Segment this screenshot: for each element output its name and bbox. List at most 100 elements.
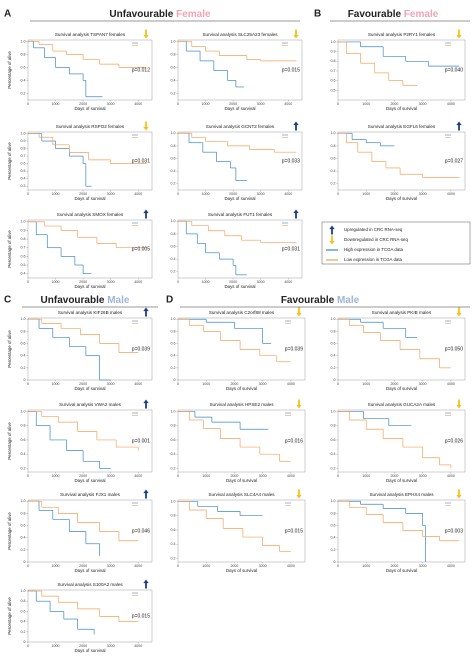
x-tick-label: 0 [27,644,29,648]
heading-sex: Female [404,9,439,20]
plot-frame [337,131,466,191]
y-tick-label: 1.0 [331,409,336,413]
panel-letter: C [4,295,11,306]
x-tick-label: 1000 [202,474,210,478]
plot-frame [337,409,466,473]
y-tick-label: 0.4 [21,272,26,276]
km-plot: 0 1000 2000 3000 4000 0 0.2 0.4 0.6 0.8 1.0 Surviva… [171,307,306,391]
x-tick-label: 0 [337,192,339,196]
km-plot: 0 1000 2000 3000 4000 0.4 0.5 0.6 0.7 0.8 0.9 1.0 Su… [7,209,153,289]
x-tick-label: 2000 [229,280,237,284]
x-tick-label: 1000 [52,382,60,386]
regulation-arrow [143,307,149,317]
y-tick-label: 0.9 [21,228,26,232]
x-tick-label: 4000 [134,280,142,284]
km-plot: 0 1000 2000 3000 4000 0 0.2 0.4 0.6 0.8 1.0 Surviva… [331,489,466,573]
y-tick-label: 0.4 [171,169,176,173]
plot-frame [177,409,306,473]
y-tick-label: 0.4 [21,620,26,624]
x-tick-label: 4000 [134,102,142,106]
regulation-arrow [143,579,149,589]
x-tick-label: 1000 [202,280,210,284]
y-tick-label: 0.5 [21,169,26,173]
x-tick-label: 1000 [52,644,60,648]
x-tick-label: 0 [337,102,339,106]
regulation-arrow [456,399,462,409]
p-value: p=0.040 [445,67,463,73]
y-tick-label: 0.8 [21,237,26,241]
p-value: p=0.031 [282,246,300,252]
y-tick-label: 1.0 [21,589,26,593]
x-tick-label: 4000 [447,564,455,568]
y-axis-label: Percentage of alive [7,330,12,368]
p-value: p=0.050 [445,346,463,352]
y-tick-label: 0.8 [171,52,176,56]
y-tick-label: 0.8 [21,511,26,515]
p-value: p=0.015 [282,67,300,73]
y-tick-label: 0.6 [21,438,26,442]
y-tick-label: 0.6 [21,254,26,258]
heading-main: Favourable [281,295,335,306]
x-tick-label: 0 [27,474,29,478]
legend-box [321,221,471,265]
p-value: p=0.016 [285,438,303,444]
x-tick-label: 1000 [362,564,370,568]
plot-frame [27,409,153,473]
x-tick-label: 0 [337,474,339,478]
y-tick-label: 0.6 [331,438,336,442]
km-plot: 0 1000 2000 3000 4000 0.2 0.4 0.6 0.8 1.0 Survival… [7,29,153,111]
km-plot: 0 1000 2000 3000 4000 0 0.2 0.4 0.6 0.8 1.0 Surviva… [7,489,153,573]
y-tick-label: 0.4 [21,78,26,82]
km-plot: 0 1000 2000 3000 4000 0.2 0.4 0.6 0.8 1.0 Survival… [331,121,466,201]
legend-text: Downregulated in CRC RNA-seq [344,237,408,242]
y-tick-label: 1.0 [331,317,336,321]
x-tick-label: 4000 [284,192,292,196]
y-tick-label: 1.0 [21,131,26,135]
x-tick-label: 1000 [202,382,210,386]
y-tick-label: 0.2 [331,466,336,470]
x-axis-label: Days of survival [75,386,106,391]
y-tick-label: 1.0 [21,220,26,224]
y-tick-label: 0.8 [331,424,336,428]
x-tick-label: 2000 [79,382,87,386]
p-value: p=0.039 [285,346,303,352]
y-tick-label: 0.8 [171,514,176,518]
panel-heading: Unfavourable Female [109,9,211,20]
regulation-arrow [293,209,299,219]
legend-text: Upregulated in CRC RNA-seq [344,227,403,232]
y-tick-label: 0.4 [331,354,336,358]
y-axis-label: Percentage of alive [7,51,12,89]
regulation-arrow [296,489,302,499]
y-tick-label: 0.6 [171,528,176,532]
x-tick-label: 3000 [257,280,265,284]
y-tick-label: 1.0 [21,317,26,321]
y-tick-label: 0.9 [21,139,26,143]
y-tick-label: 0.8 [331,329,336,333]
panel-heading: Favourable Female [348,9,439,20]
y-tick-label: 0.6 [171,244,176,248]
x-tick-label: 2000 [230,474,238,478]
x-tick-label: 4000 [447,474,455,478]
x-tick-label: 3000 [419,102,427,106]
y-tick-label: 0.6 [21,341,26,345]
y-tick-label: 0.2 [21,548,26,552]
km-plot: 0 1000 2000 3000 4000 0.2 0.4 0.6 0.8 1.0 Survival… [171,209,303,289]
legend-text: High expression in TCGA data [344,247,404,252]
y-tick-label: 0.6 [171,341,176,345]
x-axis-label: Days of survival [386,386,417,391]
y-tick-label: 0.2 [21,91,26,95]
x-axis-label: Days of survival [386,106,417,111]
plot-title: Survival analysis SLC4A4 males [208,492,275,497]
y-tick-label: 0.4 [171,78,176,82]
x-tick-label: 1000 [362,474,370,478]
p-value: p=0.015 [285,528,303,534]
y-tick-label: 0.7 [21,246,26,250]
x-tick-label: 4000 [447,192,455,196]
y-tick-label: 0.7 [331,69,336,73]
x-tick-label: 0 [177,280,179,284]
y-tick-label: 0.9 [331,50,336,54]
x-tick-label: 1000 [52,192,60,196]
p-value: p=0.039 [132,346,150,352]
y-tick-label: 0.2 [171,91,176,95]
x-tick-label: 2000 [390,382,398,386]
